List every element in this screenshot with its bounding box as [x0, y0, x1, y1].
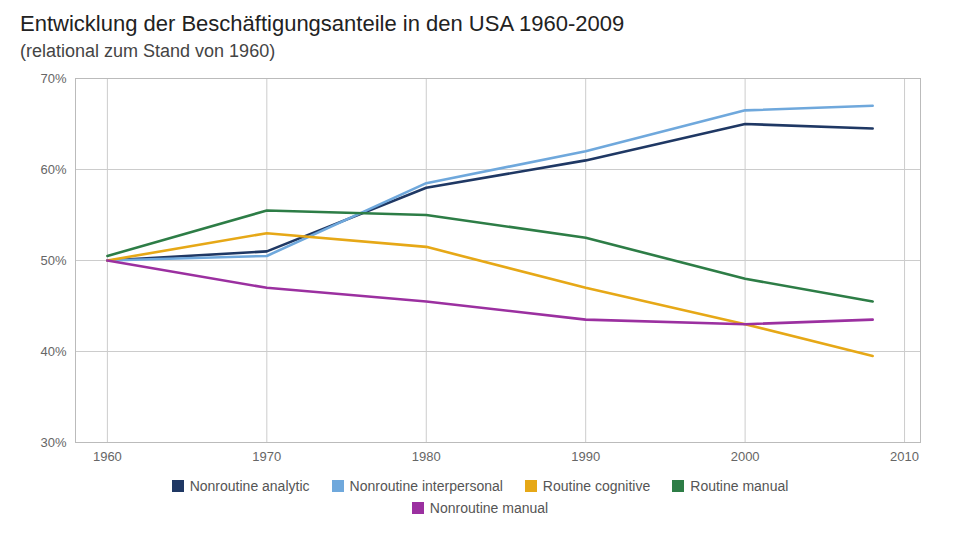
html-text:(relational zum Stand von 1960: (relational zum Stand von 1960)	[20, 40, 276, 61]
svg-text:40%: 40%	[40, 344, 66, 359]
svg-text:1970: 1970	[252, 449, 281, 464]
svg-text:60%: 60%	[40, 162, 66, 177]
html-text:Nonroutine analytic: Nonroutine analytic	[189, 478, 310, 494]
svg-text:1990: 1990	[571, 449, 600, 464]
html-text:Routine manual: Routine manual	[690, 478, 789, 494]
svg-text:50%: 50%	[40, 253, 66, 268]
svg-text:1960: 1960	[93, 449, 122, 464]
svg-text:70%: 70%	[40, 71, 66, 86]
svg-text:1980: 1980	[412, 449, 441, 464]
html-text:Entwicklung der Beschäftigungs: Entwicklung der Beschäftigungsanteile in…	[20, 11, 625, 36]
html-text:Nonroutine interpersonal: Nonroutine interpersonal	[349, 478, 503, 494]
html-text:Nonroutine manual: Nonroutine manual	[429, 500, 549, 516]
svg-text:2000: 2000	[731, 449, 760, 464]
html-text:Routine cognitive: Routine cognitive	[542, 478, 651, 494]
svg-text:2010: 2010	[890, 449, 919, 464]
svg-text:30%: 30%	[40, 435, 66, 450]
